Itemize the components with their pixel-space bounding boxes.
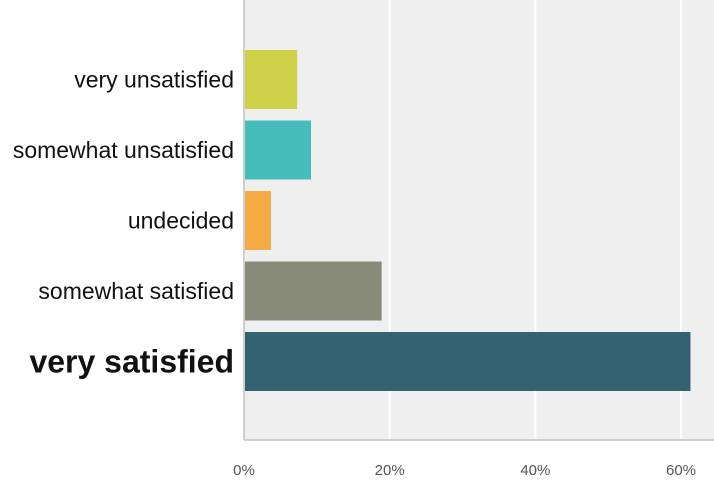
bar-very-satisfied (244, 332, 691, 391)
category-label-somewhat-unsatisfied: somewhat unsatisfied (13, 137, 234, 163)
category-label-very-satisfied: very satisfied (29, 344, 234, 380)
x-tick-labels: 0% 20% 40% 60% (233, 462, 696, 479)
x-tick-label-3: 60% (666, 462, 696, 479)
bar-very-unsatisfied (244, 50, 298, 109)
category-label-undecided: undecided (128, 208, 234, 234)
x-tick-label-1: 20% (375, 462, 405, 479)
x-tick-label-0: 0% (233, 462, 255, 479)
x-tick-label-2: 40% (520, 462, 550, 479)
category-labels: very unsatisfied somewhat unsatisfied unde… (13, 67, 234, 380)
bar-somewhat-unsatisfied (244, 120, 312, 180)
bars (244, 50, 691, 391)
bar-undecided (244, 191, 271, 250)
bar-somewhat-satisfied (244, 261, 382, 321)
category-label-very-unsatisfied: very unsatisfied (74, 67, 234, 93)
category-label-somewhat-satisfied: somewhat satisfied (38, 278, 234, 304)
